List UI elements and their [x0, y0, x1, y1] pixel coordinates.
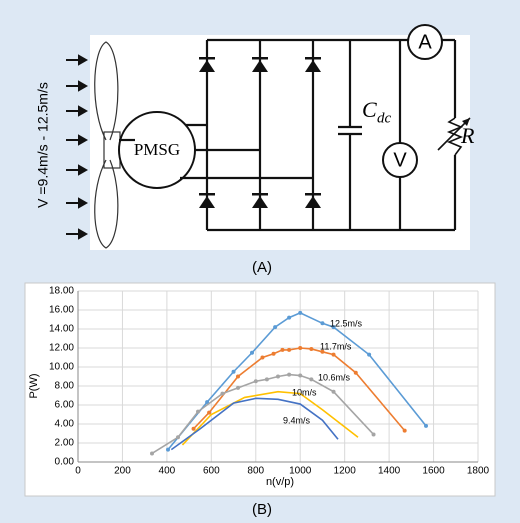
voltmeter-symbol: [382, 142, 418, 178]
y-axis-label: P(W): [28, 373, 40, 398]
data-point: [191, 426, 196, 431]
data-point: [287, 347, 292, 352]
x-tick-label: 1200: [334, 466, 357, 477]
data-point: [264, 377, 269, 382]
series-line: [170, 397, 339, 451]
x-tick-label: 1000: [289, 466, 312, 477]
data-point: [331, 352, 336, 357]
wind-arrows: [66, 54, 89, 240]
data-point: [236, 385, 240, 390]
series-label: 10m/s: [292, 387, 317, 397]
data-point: [331, 389, 336, 394]
y-tick-label: 14.00: [49, 324, 74, 335]
panel-label: (A): [252, 259, 272, 276]
data-point: [320, 349, 325, 354]
data-point: [320, 321, 325, 326]
data-point: [287, 315, 292, 320]
x-tick-label: 200: [114, 466, 131, 477]
capacitor-subscript: dc: [377, 110, 392, 126]
y-tick-label: 8.00: [55, 381, 75, 392]
data-point: [236, 374, 240, 379]
x-tick-label: 1800: [467, 466, 490, 477]
diodes: [199, 57, 470, 208]
series-label: 11.7m/s: [320, 341, 352, 351]
data-point: [298, 310, 303, 315]
generator-label: PMSG: [134, 140, 180, 159]
data-point: [271, 351, 276, 356]
data-point: [250, 350, 254, 355]
x-tick-label: 0: [75, 466, 81, 477]
data-point: [371, 432, 376, 437]
x-tick-label: 600: [203, 466, 220, 477]
data-point: [176, 435, 180, 440]
y-tick-label: 16.00: [49, 305, 74, 316]
data-point: [331, 325, 336, 330]
resistor-label: R: [460, 123, 475, 148]
series-label: 10.6m/s: [318, 372, 351, 382]
data-point: [353, 370, 358, 375]
y-tick-label: 18.00: [49, 286, 74, 297]
data-point: [367, 352, 372, 357]
data-point: [205, 400, 210, 405]
x-tick-label: 1400: [378, 466, 401, 477]
y-tick-label: 12.00: [49, 343, 74, 354]
data-point: [280, 347, 285, 352]
x-tick-label: 1600: [422, 466, 445, 477]
data-point: [207, 410, 212, 415]
ammeter-label: A: [418, 31, 432, 53]
data-point: [253, 379, 258, 384]
data-point: [309, 377, 314, 382]
y-tick-label: 4.00: [55, 419, 75, 430]
series-label: 12.5m/s: [330, 318, 363, 328]
x-axis-label: n(v/p): [266, 476, 294, 488]
data-point: [196, 409, 200, 414]
y-tick-label: 2.00: [55, 438, 75, 449]
series-line: [181, 390, 359, 446]
data-point: [309, 346, 314, 351]
wind-speed-label: V =9.4m/s - 12.5m/s: [35, 82, 51, 208]
voltmeter-label: V: [393, 149, 407, 171]
y-tick-label: 6.00: [55, 400, 75, 411]
data-point: [166, 447, 170, 452]
chart-panel: [24, 282, 496, 497]
data-point: [276, 374, 280, 379]
x-tick-label: 400: [159, 466, 176, 477]
capacitor-label: C: [362, 97, 377, 122]
panel-label: (B): [252, 501, 272, 518]
data-point: [231, 369, 236, 374]
data-point: [298, 373, 303, 378]
data-point: [424, 423, 428, 428]
data-point: [150, 451, 154, 456]
data-point: [220, 391, 225, 396]
y-tick-label: 0.00: [55, 457, 75, 468]
data-point: [298, 346, 303, 350]
data-point: [260, 355, 265, 360]
x-tick-label: 800: [247, 466, 264, 477]
ammeter-symbol: [407, 24, 443, 60]
series-label: 9.4m/s: [283, 415, 311, 425]
y-tick-label: 10.00: [49, 362, 74, 373]
data-point: [402, 428, 407, 433]
data-point: [287, 372, 292, 377]
data-point: [273, 325, 278, 330]
